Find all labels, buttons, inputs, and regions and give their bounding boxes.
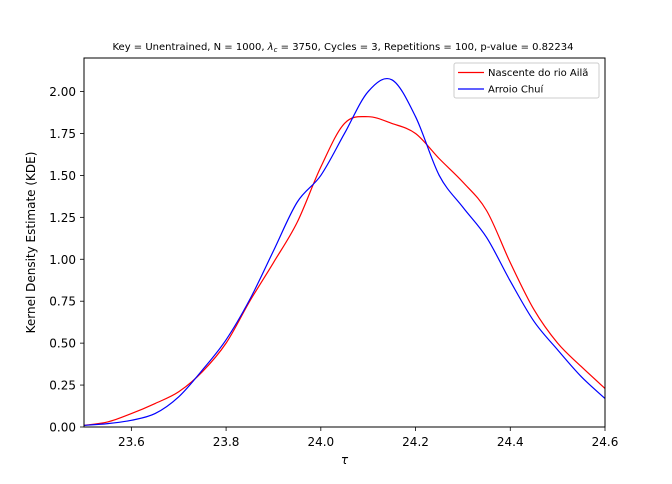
x-tick-label: 24.6 <box>592 435 619 449</box>
y-tick-label: 1.75 <box>49 127 76 141</box>
y-tick-label: 0.25 <box>49 379 76 393</box>
axes-frame <box>83 57 606 428</box>
y-tick-label: 0.75 <box>49 295 76 309</box>
series-line-0 <box>83 115 606 426</box>
x-tick-label: 24.2 <box>402 435 429 449</box>
y-axis-label: Kernel Density Estimate (KDE) <box>24 152 38 334</box>
x-tick-label: 23.6 <box>118 435 145 449</box>
chart-title-lambda-subscript: c <box>274 46 278 54</box>
y-tick-label: 1.25 <box>49 211 76 225</box>
x-axis-label: τ <box>341 453 349 467</box>
series-layer <box>83 78 606 426</box>
legend-box <box>453 62 600 99</box>
x-tick-label: 23.8 <box>213 435 240 449</box>
y-tick-label: 0.00 <box>49 421 76 435</box>
legend: Nascente do rio Ailã Arroio Chuí <box>453 62 600 99</box>
legend-label: Nascente do rio Ailã <box>488 68 588 79</box>
y-tick-label: 1.50 <box>49 169 76 183</box>
y-tick-label: 2.00 <box>49 85 76 99</box>
chart-title-suffix: = 3750, Cycles = 3, Repetitions = 100, p… <box>277 42 573 53</box>
x-tick-label: 24.4 <box>497 435 524 449</box>
y-axis-ticks: 0.00 0.25 0.50 0.75 1.00 1.25 1.50 1.75 2.00 <box>49 85 84 435</box>
x-tick-label: 24.0 <box>307 435 334 449</box>
series-line-1 <box>83 78 606 426</box>
y-tick-label: 0.50 <box>49 337 76 351</box>
y-tick-label: 1.00 <box>49 253 76 267</box>
chart-title: Key = Unentrained, N = 1000, λc = 3750, … <box>113 42 574 54</box>
legend-label: Arroio Chuí <box>488 84 545 96</box>
x-axis-ticks: 23.6 23.8 24.0 24.2 24.4 24.6 <box>118 427 618 449</box>
chart-title-prefix: Key = Unentrained, N = 1000, <box>113 42 268 53</box>
chart-title-lambda: λ <box>267 42 274 53</box>
